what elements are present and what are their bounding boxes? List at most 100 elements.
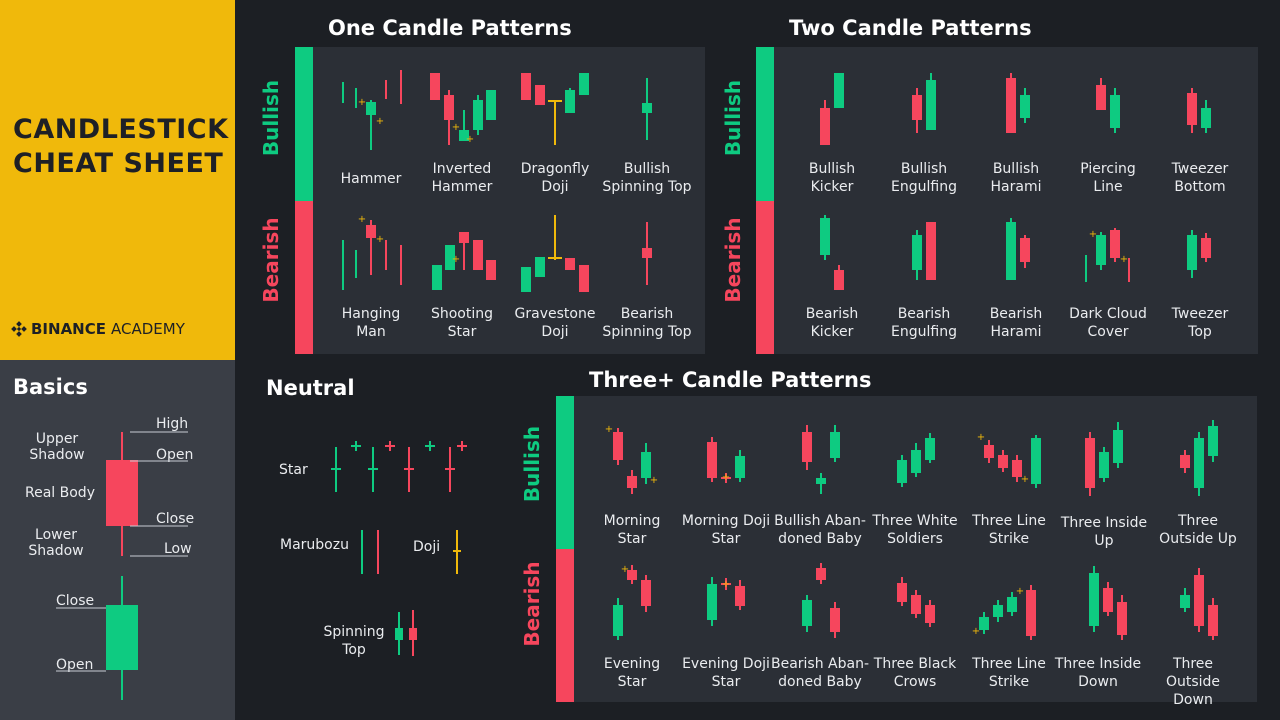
one-candle-panel <box>295 47 705 354</box>
candle-body <box>1180 595 1190 608</box>
candle-body <box>385 240 387 270</box>
sparkle-icon: + <box>358 214 366 225</box>
neutral-title: Neutral <box>266 376 355 400</box>
candle-body <box>627 476 637 488</box>
low-label: Low <box>164 541 192 557</box>
sparkle-icon: + <box>977 432 985 443</box>
candle-body <box>486 260 496 280</box>
candle-body <box>409 628 417 640</box>
sparkle-icon: + <box>605 424 613 435</box>
candle-body <box>820 108 830 145</box>
candle-body <box>998 455 1008 468</box>
candle-body <box>445 245 455 270</box>
pattern-label: Dragonfly Doji <box>520 161 590 195</box>
pattern-label: Three Outside Down <box>1165 656 1221 708</box>
candle-body <box>1099 452 1109 478</box>
pattern-label: Three Inside Down <box>1054 656 1142 690</box>
pattern-label: Tweezer Top <box>1171 306 1229 340</box>
candle-body <box>642 103 652 113</box>
candle-body <box>735 586 745 606</box>
candle-body <box>1194 438 1204 488</box>
open-label-bull: Open <box>56 657 94 673</box>
candle-body <box>395 628 403 640</box>
candle-body <box>459 232 469 243</box>
three-candle-title: Three+ Candle Patterns <box>589 368 872 392</box>
close-label-bull: Close <box>56 593 95 609</box>
sparkle-icon: + <box>466 134 474 145</box>
sparkle-icon: + <box>1016 586 1024 597</box>
candle-body <box>355 250 357 278</box>
candle-body <box>1006 78 1016 133</box>
candle-body <box>802 432 812 462</box>
candle-body <box>911 450 921 473</box>
candle-body <box>912 235 922 270</box>
real-body-label: Real Body <box>25 485 95 501</box>
pattern-label: Three White Soldiers <box>872 513 958 547</box>
candle-body <box>579 265 589 292</box>
pattern-label: Gravestone Doji <box>514 306 596 340</box>
pattern-label: Bearish Kicker <box>805 306 859 340</box>
spinning-top-label: Spinning Top <box>323 624 385 658</box>
candle-body <box>1085 255 1087 282</box>
sparkle-icon: + <box>972 626 980 637</box>
candle-body <box>1026 590 1036 636</box>
candle-body <box>1096 85 1106 110</box>
one-candle-bearish-bar <box>295 201 313 354</box>
candle-body <box>1020 95 1030 118</box>
candle-body <box>1006 222 1016 280</box>
candle-body <box>613 605 623 636</box>
sparkle-icon: + <box>1120 254 1128 265</box>
upper-shadow-label: Upper Shadow <box>29 431 85 463</box>
candle-body <box>565 258 575 270</box>
three-candle-bullish-bar <box>556 396 574 549</box>
candle-body <box>993 605 1003 617</box>
candle-body <box>1103 588 1113 612</box>
candle-body <box>1201 108 1211 128</box>
candle-body <box>627 570 637 580</box>
candle-body <box>1096 235 1106 265</box>
sparkle-icon: + <box>376 234 384 245</box>
candle-body <box>642 248 652 258</box>
star-label: Star <box>279 462 308 478</box>
two-candle-bullish-bar <box>756 47 774 201</box>
candle-body <box>816 478 826 484</box>
candle-body <box>834 270 844 290</box>
doji-label: Doji <box>413 539 441 555</box>
candle-body <box>1117 602 1127 635</box>
candle-body <box>897 460 907 483</box>
candle-body <box>444 95 454 120</box>
candle-body <box>473 240 483 270</box>
candle-body <box>1187 93 1197 125</box>
candle-body <box>707 584 717 620</box>
candle-body <box>925 438 935 460</box>
candle-body <box>355 88 357 108</box>
candle-body <box>911 595 921 614</box>
pattern-label: Bullish Spinning Top <box>602 161 692 195</box>
sparkle-icon: + <box>1021 474 1029 485</box>
sparkle-icon: + <box>452 122 460 133</box>
pattern-label: Bearish Harami <box>989 306 1043 340</box>
candle-body <box>1110 95 1120 128</box>
candle-body <box>641 580 651 606</box>
pattern-label: Bullish Kicker <box>808 161 856 195</box>
candle-body <box>984 445 994 458</box>
candle-body <box>830 608 840 632</box>
candle-body <box>366 225 376 238</box>
candle-body <box>834 73 844 108</box>
pattern-label: Bearish Aban- doned Baby <box>770 656 870 690</box>
pattern-label: Hammer <box>340 171 402 187</box>
sparkle-icon: + <box>452 254 460 265</box>
pattern-label: Three Black Crows <box>873 656 957 690</box>
candle-body <box>802 600 812 626</box>
candle-body <box>1012 460 1022 477</box>
sparkle-icon: + <box>722 579 730 590</box>
candle-body <box>816 568 826 580</box>
candle-body <box>106 605 138 670</box>
candle-body <box>366 102 376 115</box>
candle-body <box>521 267 531 292</box>
pattern-label: Piercing Line <box>1080 161 1136 195</box>
sparkle-icon: + <box>358 97 366 108</box>
binance-academy-logo: BINANCE ACADEMY <box>11 320 185 338</box>
pattern-label: Inverted Hammer <box>431 161 493 195</box>
page-title: CANDLESTICK CHEAT SHEET <box>13 113 229 181</box>
